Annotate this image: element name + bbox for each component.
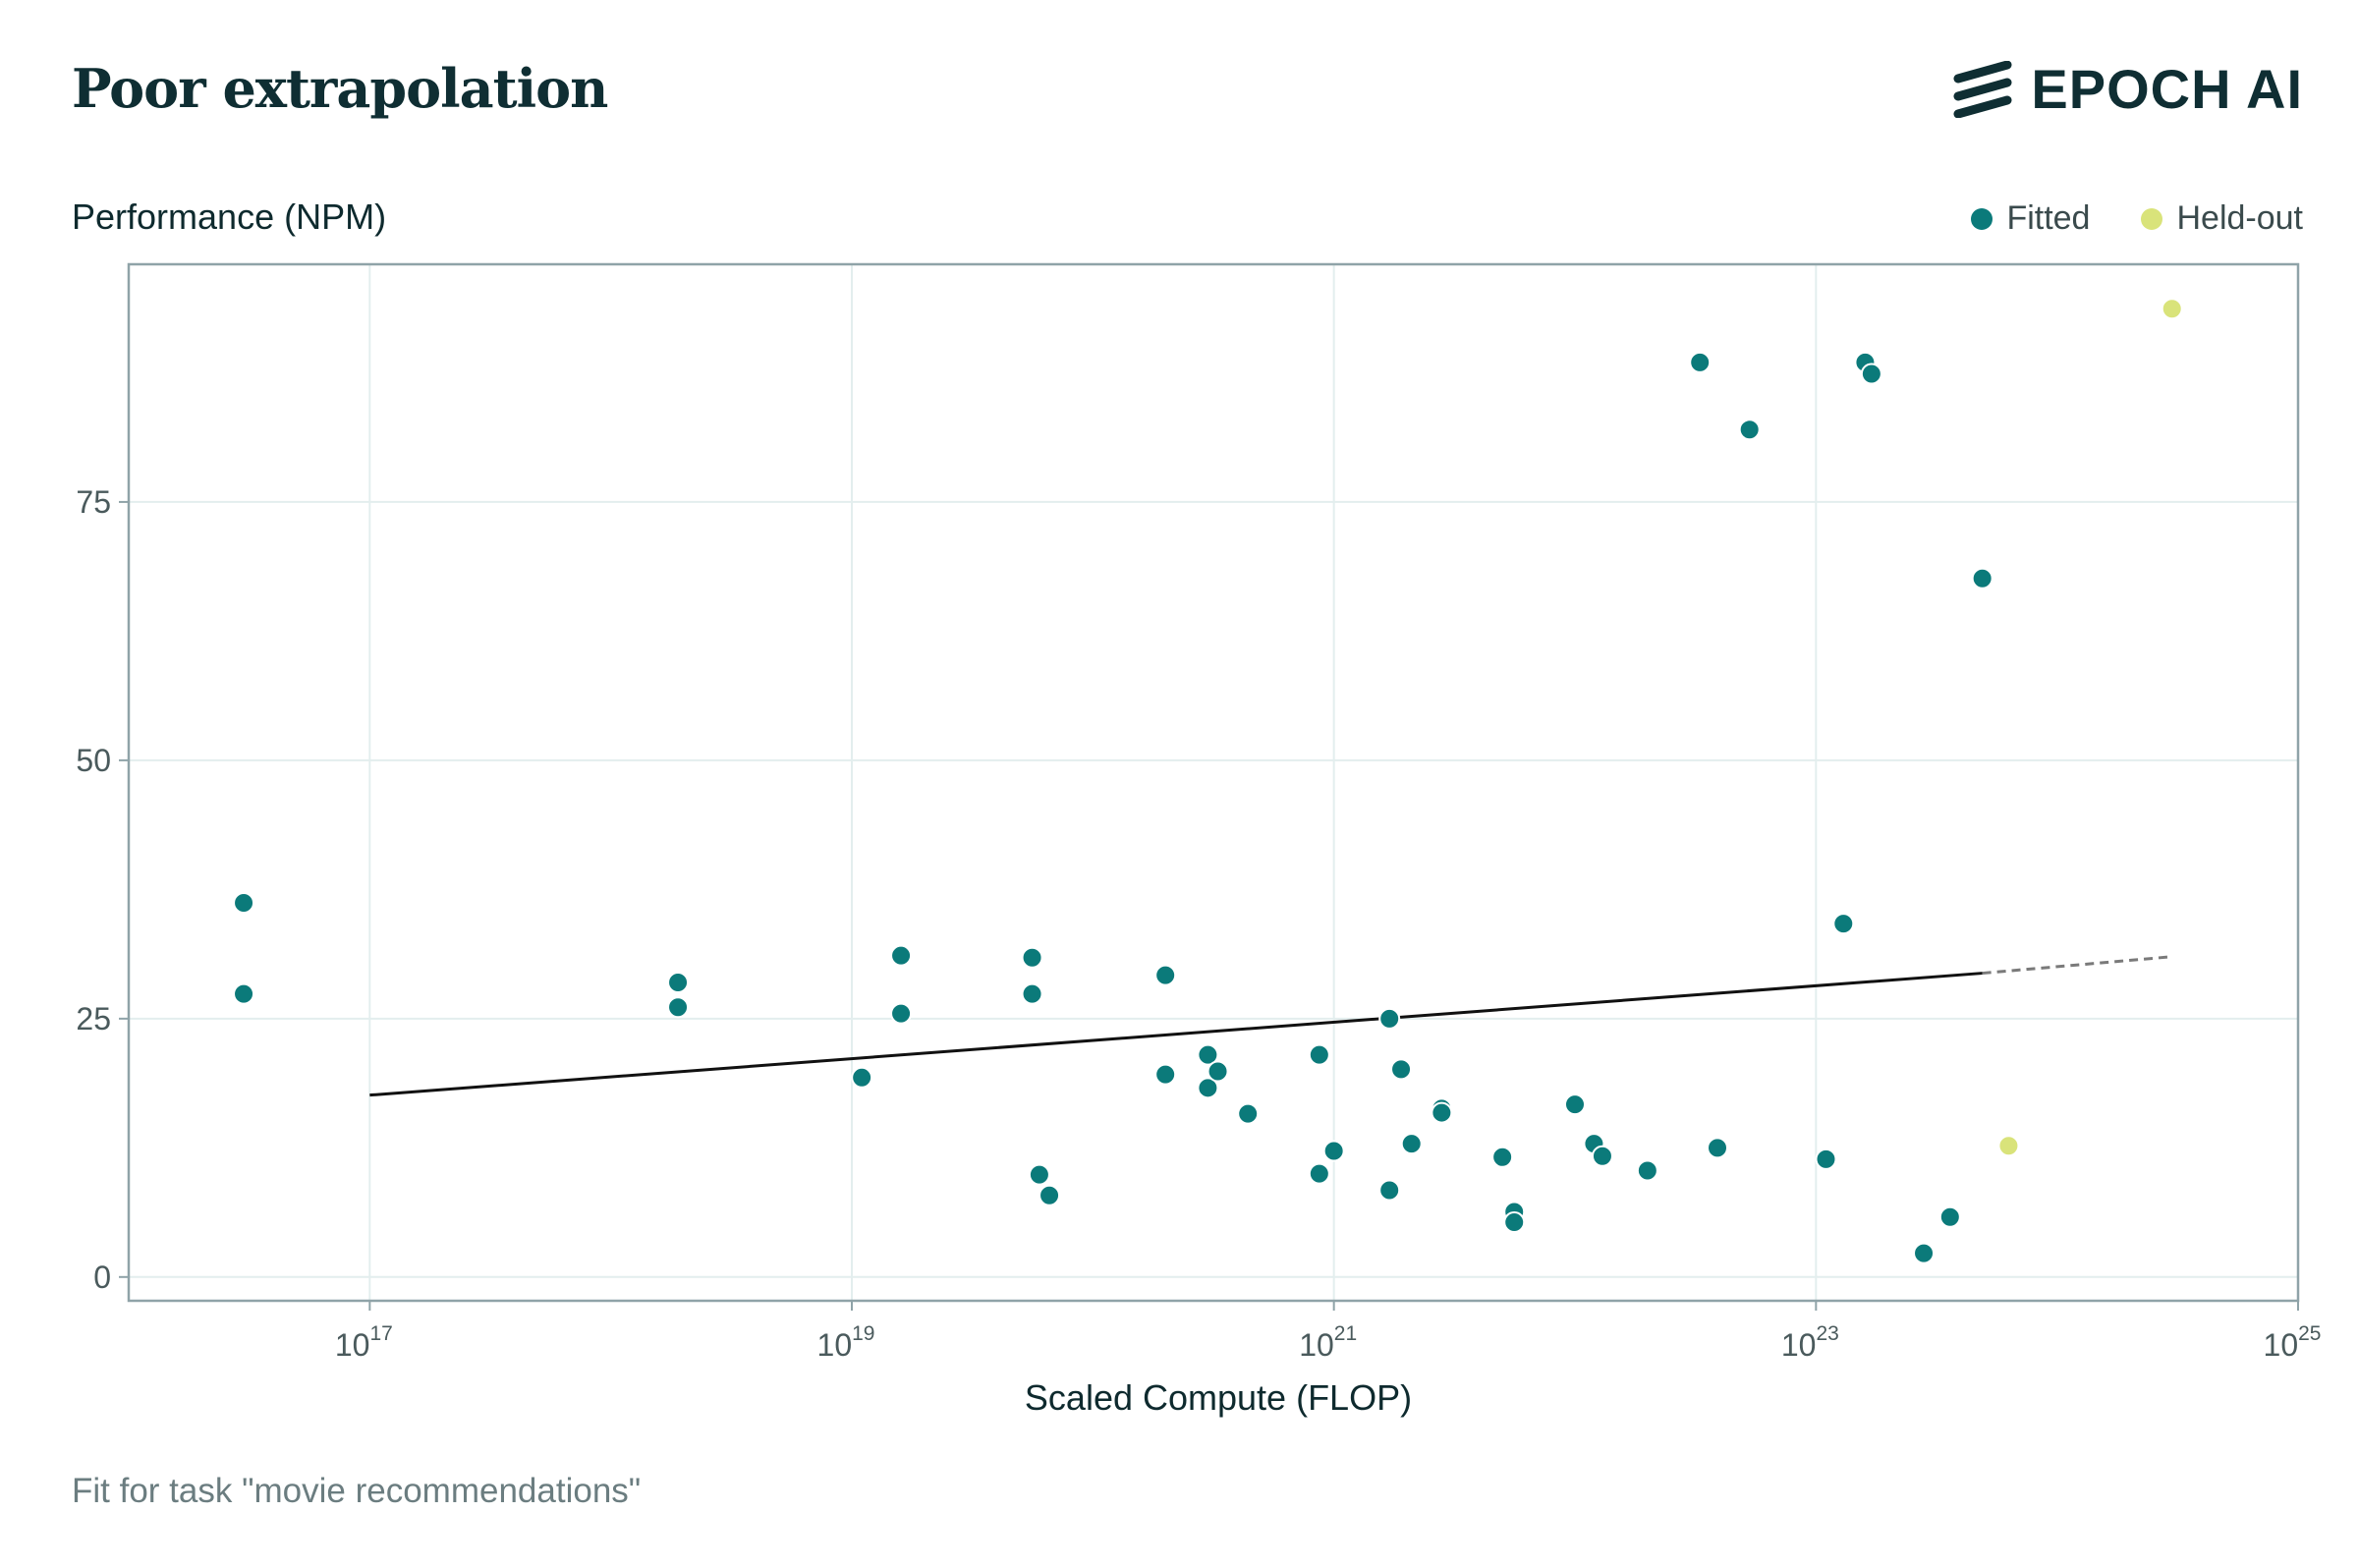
y-tick-label: 75	[76, 484, 111, 520]
legend-label-fitted: Fitted	[2006, 199, 2091, 237]
x-tick-label: 1017	[335, 1322, 393, 1363]
legend-label-held-out: Held-out	[2176, 199, 2303, 237]
data-point-fitted	[1913, 1242, 1936, 1264]
data-point-fitted	[1378, 1179, 1401, 1202]
legend-item-held-out: Held-out	[2141, 199, 2303, 238]
legend: Fitted Held-out	[1920, 199, 2303, 238]
legend-item-fitted: Fitted	[1971, 199, 2090, 238]
x-tick-label: 1025	[2264, 1322, 2322, 1363]
data-point-fitted	[890, 1002, 913, 1025]
data-point-fitted	[1938, 1205, 1961, 1228]
fit-line	[369, 972, 1983, 1097]
data-point-held-out	[1997, 1135, 2020, 1157]
data-point-fitted	[1738, 419, 1761, 441]
data-point-fitted	[667, 996, 690, 1019]
data-point-fitted	[667, 972, 690, 994]
data-point-fitted	[1564, 1093, 1586, 1116]
y-axis-label: Performance (NPM)	[72, 196, 387, 237]
data-point-fitted	[1021, 946, 1043, 969]
data-point-fitted	[1021, 982, 1043, 1005]
plot-frame	[127, 262, 2300, 1303]
data-point-fitted	[233, 892, 255, 915]
x-tick-label: 1019	[817, 1322, 875, 1363]
data-point-fitted	[1039, 1184, 1061, 1206]
data-point-fitted	[1636, 1159, 1658, 1182]
brand-logo: EPOCH AI	[1952, 57, 2303, 121]
extrapolation-line	[1982, 955, 2172, 976]
data-point-fitted	[1815, 1148, 1837, 1170]
data-point-fitted	[1832, 913, 1855, 935]
x-tick-label: 1023	[1781, 1322, 1839, 1363]
x-axis-label: Scaled Compute (FLOP)	[1024, 1377, 1413, 1418]
data-point-fitted	[1707, 1137, 1729, 1159]
y-tick-label: 50	[76, 743, 111, 778]
brand-name: EPOCH AI	[2031, 58, 2303, 120]
data-point-fitted	[1322, 1140, 1345, 1162]
data-point-fitted	[1971, 567, 1993, 589]
data-point-fitted	[1689, 351, 1712, 373]
y-tick-label: 0	[93, 1260, 111, 1295]
data-point-fitted	[1400, 1133, 1423, 1155]
data-point-fitted	[1503, 1211, 1526, 1234]
chart-caption: Fit for task "movie recommendations"	[72, 1472, 642, 1510]
data-point-fitted	[890, 944, 913, 967]
x-tick-label: 1021	[1299, 1322, 1357, 1363]
epoch-logo-icon	[1953, 60, 2012, 118]
data-point-fitted	[1308, 1162, 1330, 1185]
data-point-fitted	[1591, 1145, 1613, 1167]
data-point-fitted	[1197, 1077, 1219, 1099]
data-point-fitted	[1378, 1007, 1401, 1030]
data-point-fitted	[233, 982, 255, 1005]
data-point-held-out	[2161, 298, 2183, 320]
data-point-fitted	[1308, 1043, 1330, 1066]
legend-swatch-fitted	[1971, 207, 1993, 230]
data-point-fitted	[1028, 1163, 1050, 1186]
data-point-fitted	[1491, 1146, 1514, 1168]
data-point-fitted	[1390, 1058, 1413, 1081]
data-point-fitted	[1237, 1102, 1260, 1125]
legend-swatch-held-out	[2141, 207, 2163, 230]
data-point-fitted	[1431, 1101, 1453, 1124]
data-point-fitted	[1154, 964, 1177, 986]
data-point-fitted	[1860, 363, 1882, 385]
data-point-fitted	[1197, 1043, 1219, 1066]
chart-title: Poor extrapolation	[72, 57, 608, 120]
data-point-fitted	[1154, 1063, 1177, 1086]
data-point-fitted	[851, 1066, 873, 1089]
y-tick-label: 25	[76, 1001, 111, 1036]
data-point-fitted	[1207, 1060, 1229, 1083]
